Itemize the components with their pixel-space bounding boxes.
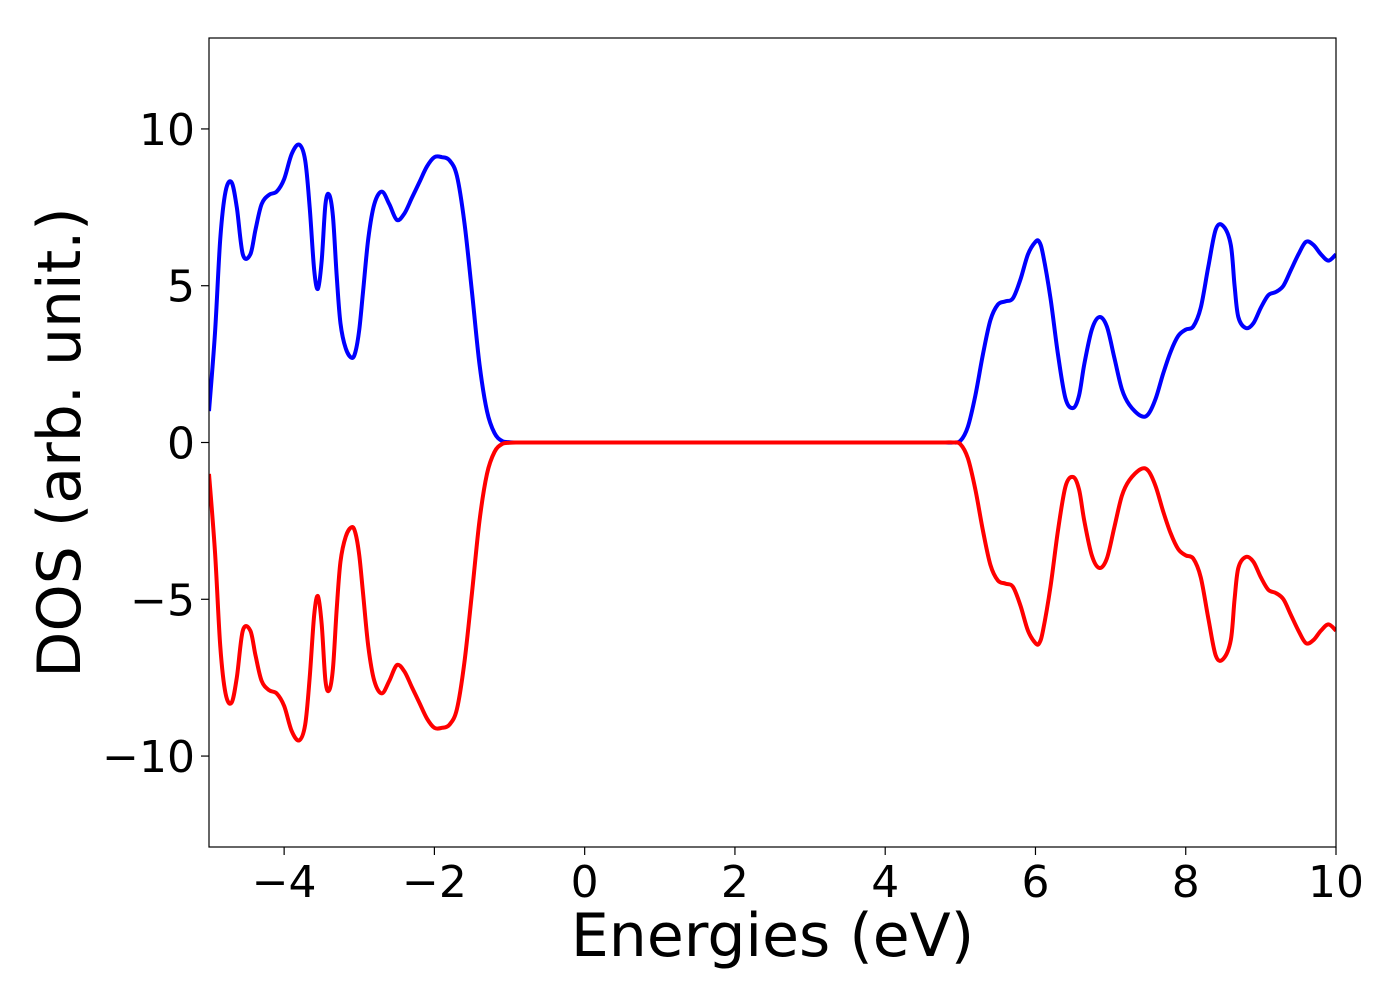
x-tick-label: 4	[871, 857, 899, 908]
x-tick-label: −4	[252, 857, 317, 908]
x-axis-title: Energies (eV)	[571, 901, 974, 971]
x-tick-label: 2	[721, 857, 749, 908]
series-layer	[209, 142, 1336, 743]
y-axis: 10 5 0 −5 −10	[102, 105, 209, 783]
y-tick-label: −5	[130, 575, 195, 626]
x-tick-label: −2	[402, 857, 467, 908]
y-tick-label: −10	[102, 732, 195, 783]
x-tick-label: 0	[571, 857, 599, 908]
x-axis: −4 −2 0 2 4 6 8 10	[252, 847, 1364, 908]
x-tick-label: 8	[1172, 857, 1200, 908]
y-tick-label: 10	[139, 105, 195, 156]
series-line-0	[209, 142, 1336, 445]
y-tick-label: 5	[167, 262, 195, 313]
x-tick-label: 6	[1021, 857, 1049, 908]
y-tick-label: 0	[167, 419, 195, 470]
x-tick-label: 10	[1308, 857, 1364, 908]
y-axis-title: DOS (arb. unit.)	[25, 207, 95, 677]
series-line-1	[209, 440, 1336, 743]
